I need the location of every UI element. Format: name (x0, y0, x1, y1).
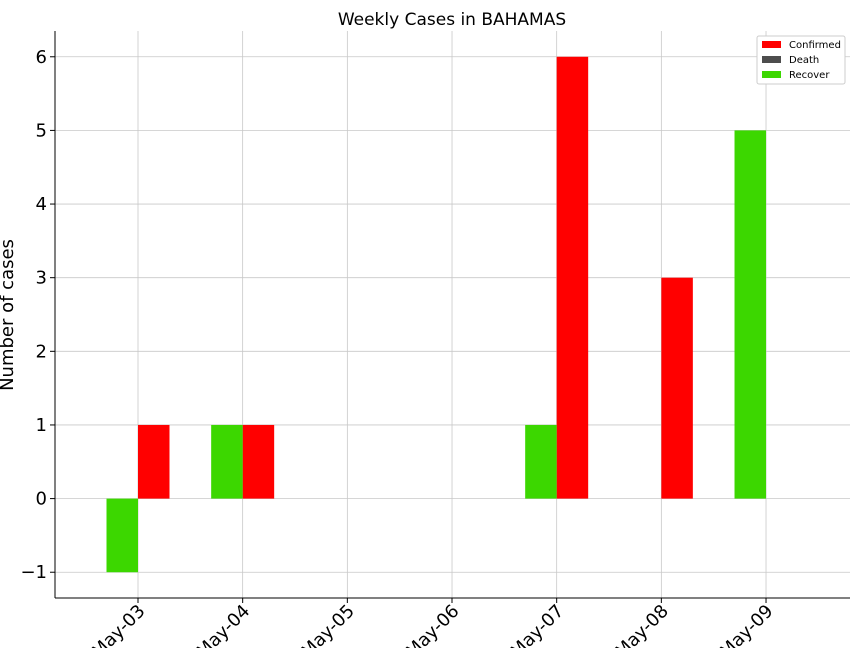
y-tick-label: 1 (36, 415, 47, 436)
y-tick-label: 0 (36, 489, 47, 510)
bar-confirmed (138, 424, 170, 499)
y-axis-label: Number of cases (0, 239, 18, 391)
bars (106, 56, 767, 573)
x-tick-label: May-07 (506, 601, 568, 648)
x-tick-label: May-03 (88, 601, 150, 648)
bar-recover (211, 424, 243, 499)
legend-swatch-confirmed (762, 41, 781, 48)
legend: Confirmed Death Recover (756, 35, 846, 85)
x-tick-label: May-08 (611, 601, 673, 648)
bar-confirmed (242, 424, 275, 499)
grid (55, 31, 850, 598)
bar-recover (734, 130, 767, 499)
y-tick-label: 4 (36, 194, 47, 215)
chart-title: Weekly Cases in BAHAMAS (338, 10, 566, 30)
legend-label-death: Death (789, 55, 819, 66)
y-tick-label: 3 (36, 268, 47, 289)
x-tick-label: May-06 (402, 601, 464, 648)
legend-label-confirmed: Confirmed (789, 40, 841, 51)
legend-label-recover: Recover (789, 70, 830, 81)
bar-confirmed (661, 277, 693, 499)
bar-recover (525, 424, 557, 499)
y-tick-label: 6 (36, 47, 47, 68)
x-tick-label: May-05 (297, 601, 359, 648)
axes (54, 31, 850, 599)
x-tick-label: May-04 (192, 601, 254, 648)
y-tick-label: −1 (20, 562, 47, 583)
y-tick-label: 2 (36, 341, 47, 362)
x-ticks: May-03 May-04 May-05 May-06 May-07 May-08 May-… (88, 598, 778, 648)
legend-swatch-death (762, 56, 781, 63)
legend-swatch-recover (762, 71, 781, 78)
x-tick-label: May-09 (716, 601, 778, 648)
y-tick-label: 5 (36, 120, 47, 141)
bar-recover (106, 498, 138, 573)
bar-confirmed (556, 56, 589, 499)
y-ticks: −1 0 1 2 3 4 5 6 (20, 47, 55, 583)
